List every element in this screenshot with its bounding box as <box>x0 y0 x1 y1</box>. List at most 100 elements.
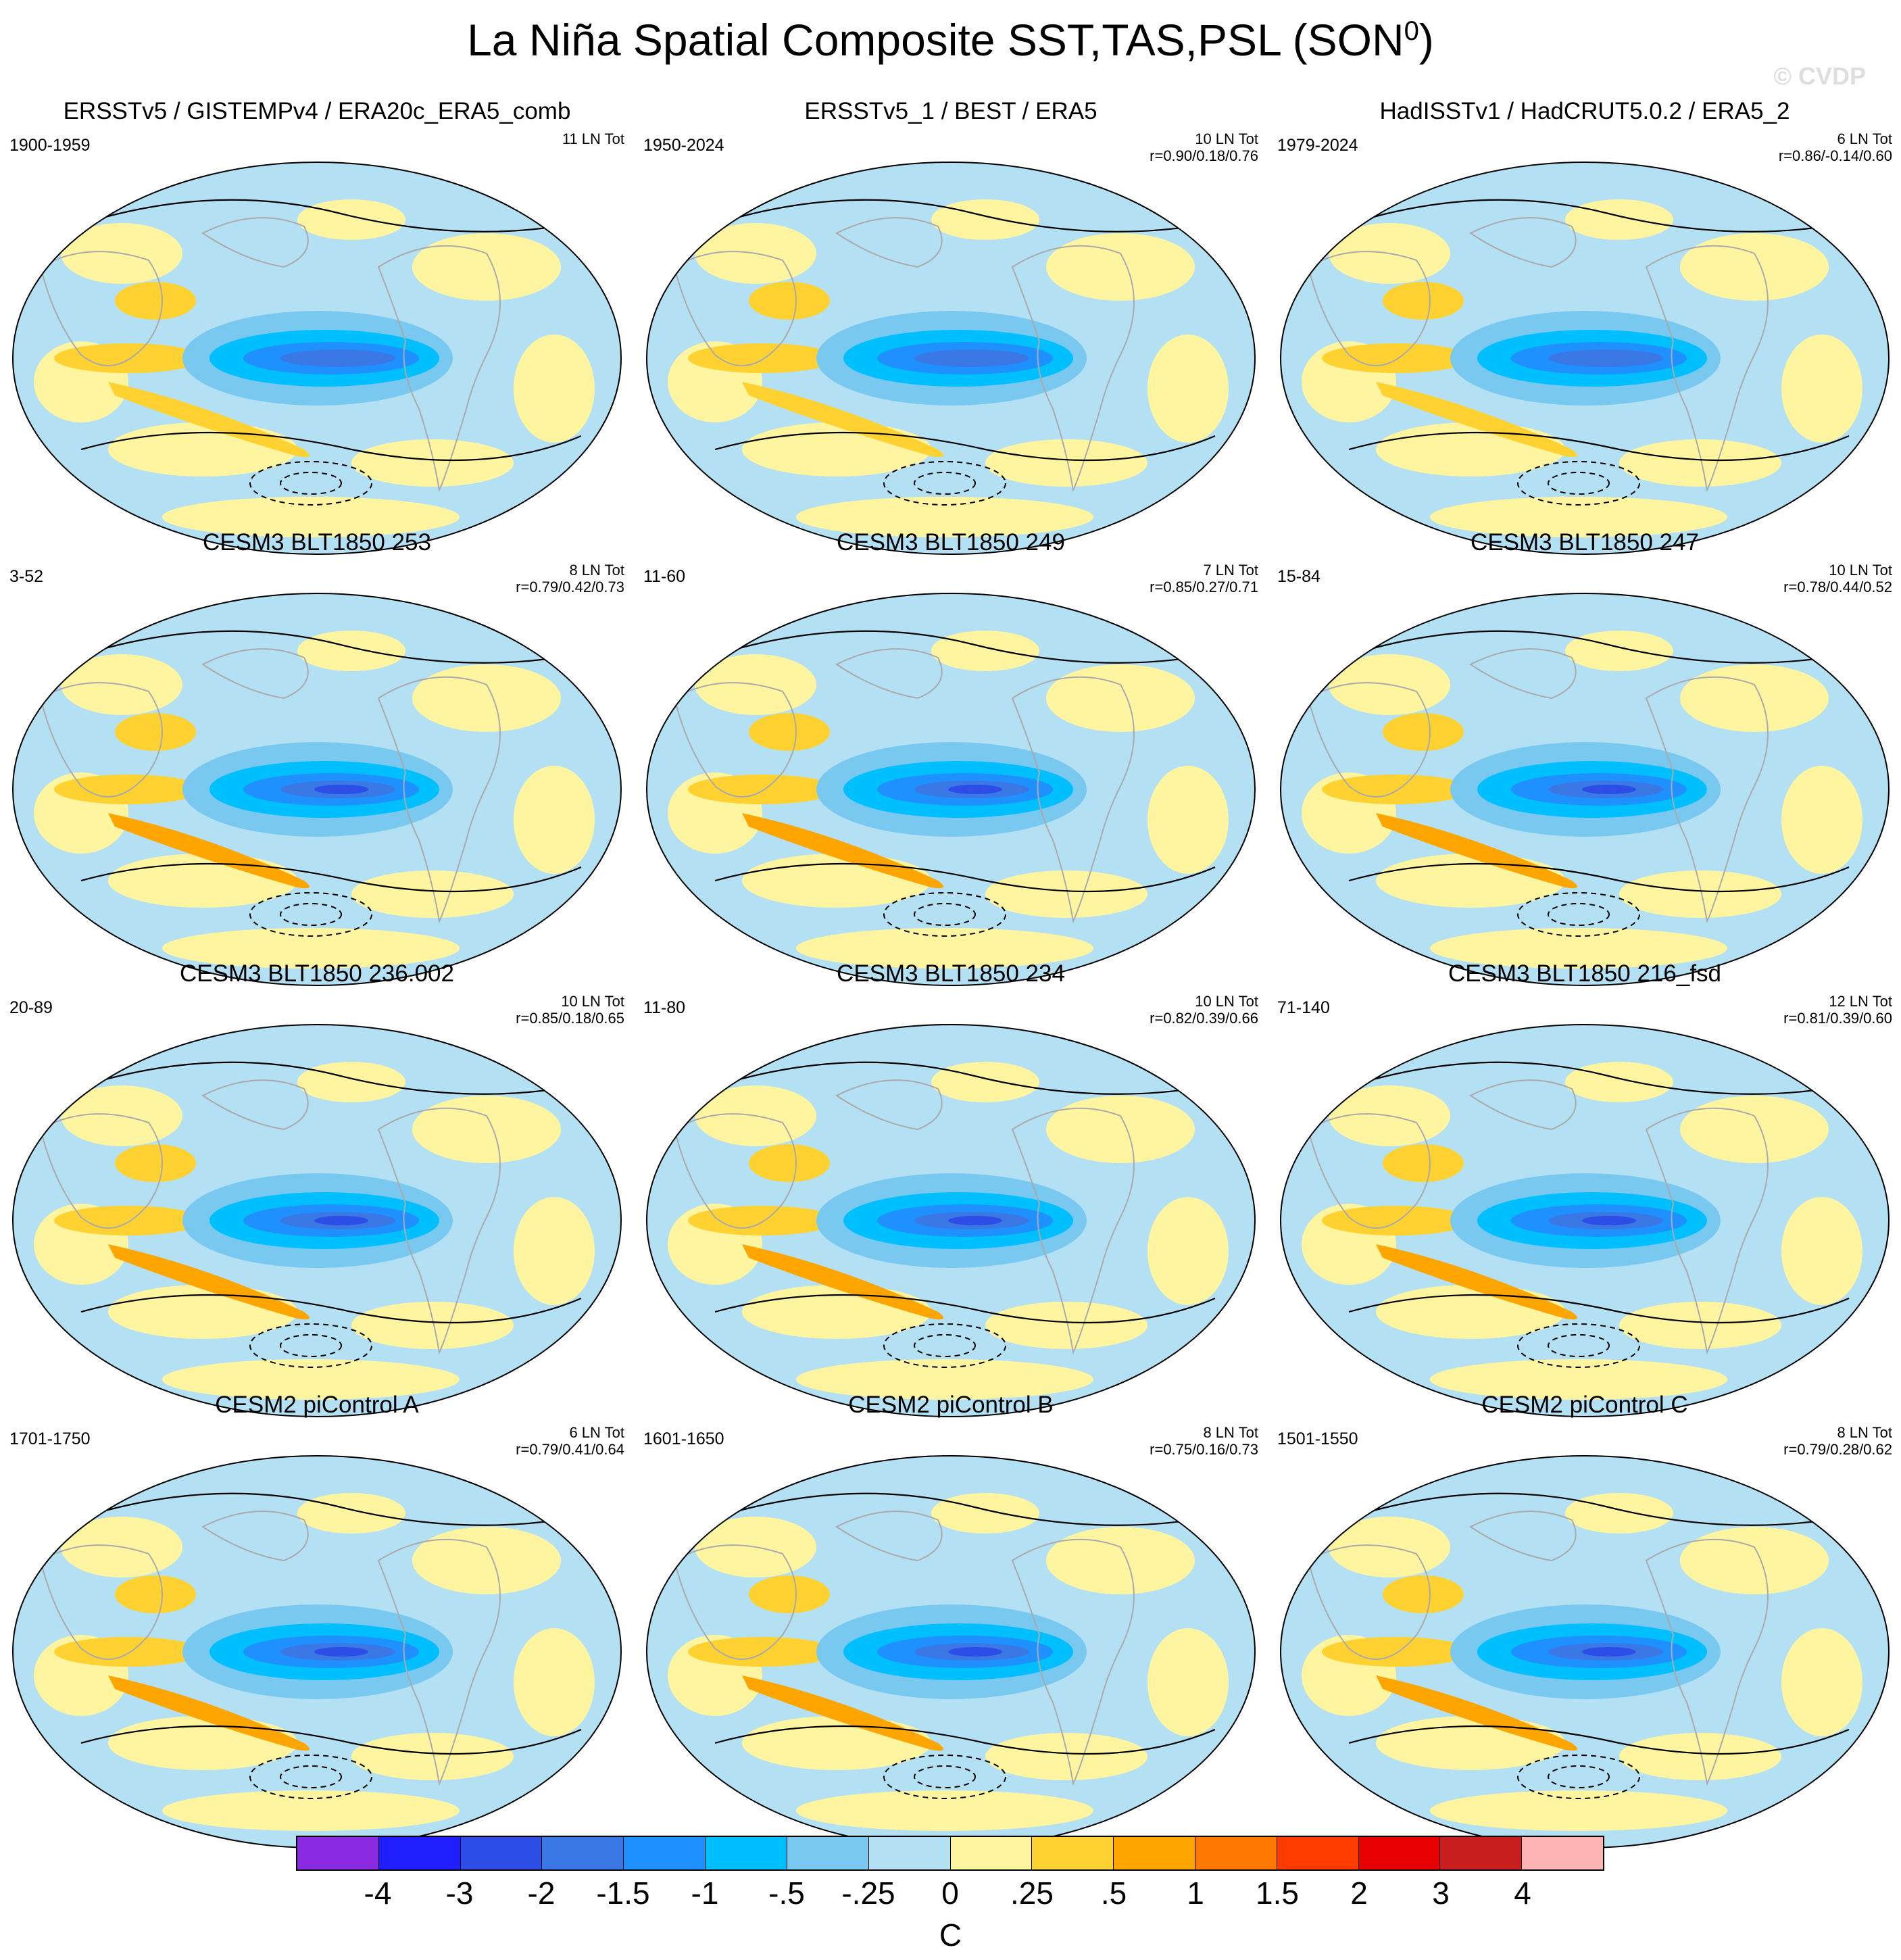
panel-event-count: 7 LN Tot <box>1203 562 1258 579</box>
cvdp-watermark: © CVDP <box>1773 62 1866 90</box>
panel-stats: 8 LN Tot r=0.79/0.28/0.62 <box>1783 1424 1892 1459</box>
panel-correlations: r=0.79/0.41/0.64 <box>516 1441 624 1459</box>
map-outline <box>12 1455 622 1848</box>
panel-event-count: 10 LN Tot <box>561 993 624 1010</box>
panel-years: 71-140 <box>1277 998 1330 1017</box>
colorbar-box <box>1522 1837 1603 1869</box>
robinson-map <box>646 593 1256 986</box>
panel-correlations: r=0.79/0.42/0.73 <box>516 579 624 596</box>
colorbar-box <box>542 1837 624 1869</box>
sst-anomaly-field <box>13 1025 621 1417</box>
panel-title: HadISSTv1 / HadCRUT5.0.2 / ERA5_2 <box>1379 98 1790 124</box>
robinson-map <box>646 1455 1256 1848</box>
panel-title: CESM3 BLT1850 253 <box>203 529 431 556</box>
sst-anomaly-field <box>1281 162 1889 554</box>
panel-stats: 10 LN Tot r=0.90/0.18/0.76 <box>1150 130 1258 165</box>
map-panel: ERSSTv5 / GISTEMPv4 / ERA20c_ERA5_comb 19… <box>0 98 634 558</box>
panel-years: 1701-1750 <box>9 1429 91 1448</box>
panel-title: CESM3 BLT1850 247 <box>1471 529 1699 556</box>
map-panel: CESM3 BLT1850 253 3-52 8 LN Tot r=0.79/0.42… <box>0 529 634 989</box>
panel-event-count: 11 LN Tot <box>562 130 624 147</box>
panel-stats: 11 LN Tot <box>562 130 624 147</box>
panel-stats: 8 LN Tot r=0.79/0.42/0.73 <box>516 562 624 596</box>
panel-stats: 10 LN Tot r=0.78/0.44/0.52 <box>1783 562 1892 596</box>
robinson-map <box>12 593 622 986</box>
sst-anomaly-field <box>1281 1025 1889 1417</box>
panel-title: CESM2 piControl C <box>1481 1392 1688 1418</box>
robinson-map <box>12 162 622 555</box>
colorbar-tick-label: -.25 <box>841 1876 895 1911</box>
panel-stats: 10 LN Tot r=0.85/0.18/0.65 <box>516 993 624 1027</box>
panel-event-count: 10 LN Tot <box>1829 562 1892 579</box>
map-panel: CESM2 piControl B 1601-1650 8 LN Tot r=0.75… <box>634 1392 1268 1851</box>
map-outline <box>12 593 622 986</box>
panel-title: CESM2 piControl A <box>215 1392 419 1418</box>
panel-stats: 6 LN Tot r=0.79/0.41/0.64 <box>516 1424 624 1459</box>
panel-title: ERSSTv5 / GISTEMPv4 / ERA20c_ERA5_comb <box>63 98 571 124</box>
colorbar: -4 -3 -2 -1.5 -1 -.5 -.25 0 .25 .5 1 1.5 2 3 4 <box>296 1836 1604 1911</box>
map-outline <box>12 1024 622 1417</box>
panel-event-count: 12 LN Tot <box>1829 993 1892 1010</box>
colorbar-box <box>1114 1837 1195 1869</box>
panel-correlations: r=0.79/0.28/0.62 <box>1783 1441 1892 1459</box>
sst-anomaly-field <box>13 1456 621 1848</box>
colorbar-box <box>460 1837 543 1869</box>
panel-years: 1950-2024 <box>643 136 724 155</box>
panel-years: 1601-1650 <box>643 1429 724 1448</box>
panel-stats: 6 LN Tot r=0.86/-0.14/0.60 <box>1779 130 1892 165</box>
colorbar-box <box>1358 1837 1441 1869</box>
colorbar-tick-label: -1 <box>691 1876 719 1911</box>
sst-anomaly-field <box>647 162 1255 554</box>
sst-anomaly-field <box>1281 1456 1889 1848</box>
map-panel: CESM3 BLT1850 249 11-60 7 LN Tot r=0.85/0.2… <box>634 529 1268 989</box>
panel-event-count: 10 LN Tot <box>1195 130 1258 147</box>
panel-years: 11-80 <box>643 998 686 1017</box>
map-panel: CESM2 piControl C 1501-1550 8 LN Tot r=0.79… <box>1268 1392 1901 1851</box>
sst-anomaly-field <box>647 593 1255 985</box>
colorbar-tick-label: 0 <box>941 1876 959 1911</box>
robinson-map <box>646 162 1256 555</box>
colorbar-box <box>950 1837 1033 1869</box>
robinson-map <box>1280 1455 1890 1848</box>
panel-stats: 7 LN Tot r=0.85/0.27/0.71 <box>1150 562 1258 596</box>
map-panel: ERSSTv5_1 / BEST / ERA5 1950-2024 10 LN To… <box>634 98 1268 558</box>
map-panel: CESM3 BLT1850 247 15-84 10 LN Tot r=0.78/0.… <box>1268 529 1901 989</box>
colorbar-tick-label: -3 <box>445 1876 474 1911</box>
colorbar-tick-label: -4 <box>364 1876 392 1911</box>
map-outline <box>1280 1024 1890 1417</box>
panel-years: 3-52 <box>9 567 44 586</box>
panel-years: 1979-2024 <box>1277 136 1358 155</box>
colorbar-box <box>787 1837 869 1869</box>
panel-stats: 8 LN Tot r=0.75/0.16/0.73 <box>1150 1424 1258 1459</box>
panel-title: ERSSTv5_1 / BEST / ERA5 <box>804 98 1097 124</box>
panel-years: 1900-1959 <box>9 136 91 155</box>
map-outline <box>1280 162 1890 555</box>
colorbar-tick-label: -.5 <box>768 1876 805 1911</box>
panel-correlations: r=0.82/0.39/0.66 <box>1150 1010 1258 1027</box>
sst-anomaly-field <box>1281 593 1889 985</box>
sst-anomaly-field <box>13 162 621 554</box>
colorbar-box <box>297 1837 379 1869</box>
panel-event-count: 6 LN Tot <box>569 1424 624 1441</box>
panel-correlations: r=0.90/0.18/0.76 <box>1150 147 1258 165</box>
panel-years: 11-60 <box>643 567 686 586</box>
map-panel: CESM3 BLT1850 234 11-80 10 LN Tot r=0.82/0.… <box>634 960 1268 1420</box>
map-panel: CESM2 piControl A 1701-1750 6 LN Tot r=0.79… <box>0 1392 634 1851</box>
sst-anomaly-field <box>13 593 621 985</box>
panel-event-count: 8 LN Tot <box>1837 1424 1892 1441</box>
colorbar-box <box>1277 1837 1359 1869</box>
robinson-map <box>12 1455 622 1848</box>
panel-correlations: r=0.85/0.18/0.65 <box>516 1010 624 1027</box>
colorbar-boxes <box>296 1836 1604 1871</box>
map-outline <box>646 162 1256 555</box>
colorbar-box <box>1032 1837 1114 1869</box>
map-outline <box>1280 1455 1890 1848</box>
colorbar-tick-label: -1.5 <box>596 1876 650 1911</box>
panel-stats: 12 LN Tot r=0.81/0.39/0.60 <box>1783 993 1892 1027</box>
robinson-map <box>1280 162 1890 555</box>
panel-title: CESM3 BLT1850 236.002 <box>179 960 454 987</box>
panel-correlations: r=0.86/-0.14/0.60 <box>1778 147 1892 165</box>
main-title: La Niña Spatial Composite SST,TAS,PSL (S… <box>467 15 1434 65</box>
colorbar-tick-label: -2 <box>527 1876 556 1911</box>
colorbar-tick-label: 1 <box>1187 1876 1204 1911</box>
